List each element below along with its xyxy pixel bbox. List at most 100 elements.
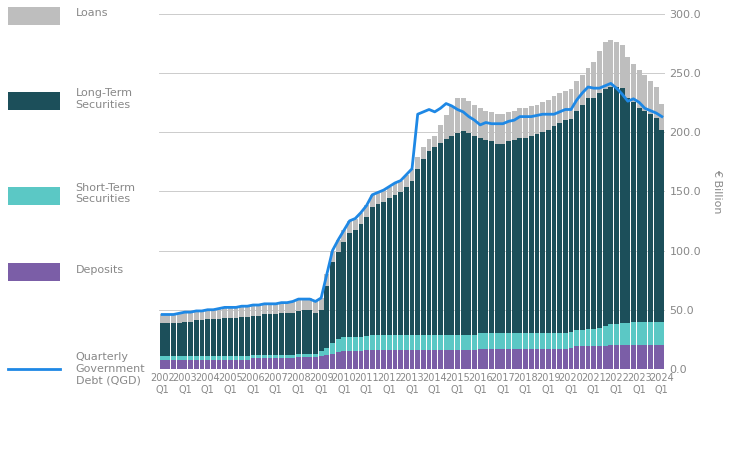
Bar [279, 313, 284, 355]
Bar [455, 98, 460, 133]
Bar [171, 360, 176, 369]
Bar [319, 351, 324, 356]
Bar [228, 356, 233, 360]
Bar [455, 133, 460, 335]
Bar [268, 355, 272, 358]
Bar [460, 131, 466, 335]
Bar [563, 90, 568, 120]
Bar [410, 180, 414, 335]
Bar [631, 322, 636, 345]
Bar [609, 40, 613, 87]
Bar [512, 140, 516, 333]
Bar [625, 57, 631, 98]
Bar [563, 349, 568, 369]
Bar [625, 345, 631, 369]
Bar [466, 133, 471, 335]
Bar [631, 103, 636, 322]
Bar [529, 333, 534, 349]
Bar [336, 252, 341, 339]
Bar [194, 356, 199, 360]
Y-axis label: € Billion: € Billion [712, 169, 722, 213]
Bar [358, 225, 364, 337]
Bar [444, 335, 448, 350]
Bar [489, 333, 494, 349]
Bar [330, 251, 335, 262]
Bar [449, 350, 454, 369]
Bar [364, 217, 369, 336]
Bar [330, 354, 335, 369]
Bar [222, 356, 227, 360]
Bar [659, 104, 665, 130]
Bar [637, 70, 642, 108]
Bar [438, 143, 443, 335]
Bar [506, 333, 511, 349]
Bar [216, 356, 222, 360]
Bar [575, 330, 579, 346]
Bar [250, 355, 256, 358]
Bar [205, 310, 210, 319]
Bar [472, 350, 477, 369]
Bar [171, 315, 176, 323]
Bar [160, 356, 165, 360]
Bar [512, 349, 516, 369]
Bar [489, 141, 494, 333]
Bar [245, 306, 249, 317]
Bar [620, 45, 624, 88]
Bar [580, 75, 585, 105]
Bar [500, 144, 505, 333]
Bar [279, 358, 284, 369]
Bar [177, 323, 181, 356]
Bar [392, 350, 398, 369]
Bar [478, 333, 482, 349]
Bar [381, 350, 386, 369]
Bar [211, 319, 215, 356]
Bar [466, 350, 471, 369]
Bar [415, 169, 420, 335]
Bar [546, 349, 550, 369]
Bar [194, 311, 199, 320]
Bar [336, 339, 341, 352]
Bar [529, 106, 534, 135]
Bar [444, 350, 448, 369]
Bar [529, 135, 534, 333]
Bar [370, 335, 375, 350]
Bar [376, 335, 380, 350]
Bar [654, 118, 658, 322]
Bar [410, 169, 414, 180]
Bar [222, 307, 227, 318]
Bar [659, 130, 665, 322]
Bar [643, 322, 647, 345]
Bar [342, 351, 346, 369]
Bar [370, 350, 375, 369]
Bar [569, 119, 574, 332]
Bar [620, 88, 624, 323]
Bar [500, 114, 505, 144]
Bar [279, 355, 284, 358]
Bar [631, 345, 636, 369]
Bar [518, 138, 522, 333]
Bar [506, 349, 511, 369]
Bar [250, 305, 256, 316]
Bar [500, 333, 505, 349]
Bar [177, 360, 181, 369]
Bar [489, 349, 494, 369]
Bar [392, 335, 398, 350]
Bar [438, 125, 443, 143]
Bar [296, 357, 301, 369]
Bar [336, 240, 341, 252]
Bar [182, 356, 187, 360]
Bar [546, 333, 550, 349]
Bar [205, 356, 210, 360]
Bar [194, 360, 199, 369]
Bar [313, 357, 318, 369]
Bar [364, 206, 369, 217]
Bar [319, 356, 324, 369]
Bar [256, 305, 261, 316]
Bar [324, 348, 330, 355]
Bar [160, 360, 165, 369]
Bar [274, 315, 278, 355]
Bar [182, 322, 187, 356]
Bar [426, 335, 432, 350]
Bar [506, 141, 511, 333]
Bar [614, 87, 619, 324]
